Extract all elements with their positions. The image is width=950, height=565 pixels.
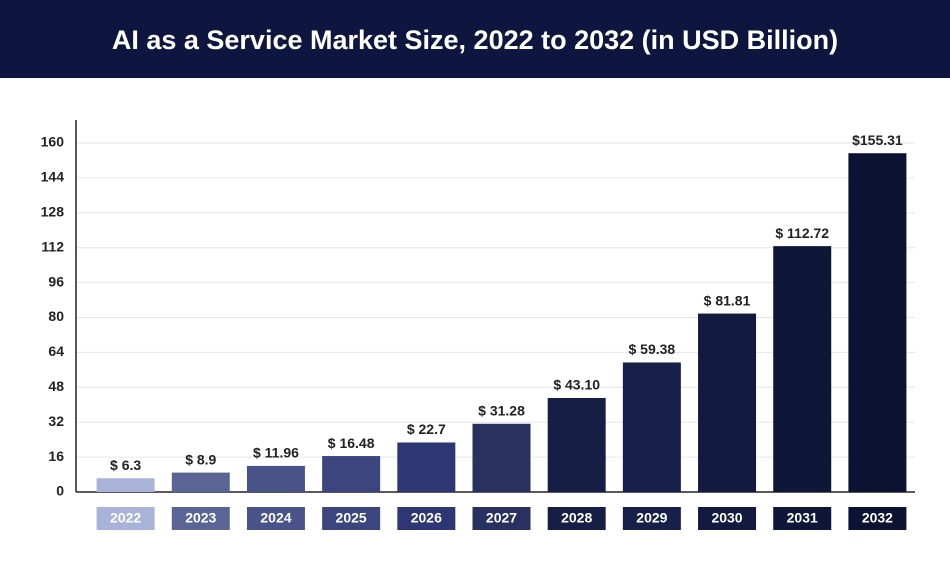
x-tick-label: 2031 xyxy=(787,510,818,526)
value-label: $ 31.28 xyxy=(478,402,525,418)
bar xyxy=(773,246,832,492)
value-label: $ 8.9 xyxy=(185,451,216,467)
x-label-box xyxy=(547,507,606,530)
bar xyxy=(96,478,155,492)
y-tick-label: 128 xyxy=(41,204,65,220)
bar xyxy=(322,456,381,492)
y-tick-label: 0 xyxy=(56,483,64,499)
bar xyxy=(171,472,230,492)
value-label: $155.31 xyxy=(852,132,903,148)
x-tick-label: 2022 xyxy=(110,510,141,526)
y-tick-label: 80 xyxy=(48,308,64,324)
chart-title: AI as a Service Market Size, 2022 to 203… xyxy=(112,25,838,55)
bar xyxy=(397,442,456,492)
x-label-box xyxy=(622,507,681,530)
value-label: $ 112.72 xyxy=(775,225,829,241)
value-label: $ 22.7 xyxy=(407,421,446,437)
bar xyxy=(622,362,681,492)
y-tick-label: 64 xyxy=(48,343,64,359)
x-tick-label: 2027 xyxy=(486,510,517,526)
x-label-box xyxy=(397,507,456,530)
value-label: $ 6.3 xyxy=(110,457,141,473)
y-tick-label: 112 xyxy=(41,238,64,254)
x-label-box xyxy=(96,507,155,530)
x-label-box xyxy=(322,507,381,530)
x-tick-label: 2023 xyxy=(185,510,216,526)
value-label: $ 59.38 xyxy=(629,341,676,357)
x-label-box xyxy=(773,507,832,530)
y-tick-label: 160 xyxy=(41,134,65,150)
bar xyxy=(698,313,757,492)
x-label-box xyxy=(848,507,907,530)
x-label-box xyxy=(698,507,757,530)
value-label: $ 16.48 xyxy=(328,435,375,451)
y-tick-label: 144 xyxy=(41,169,65,185)
header-band xyxy=(0,0,950,78)
value-label: $ 81.81 xyxy=(704,292,751,308)
value-label: $ 43.10 xyxy=(553,377,600,393)
y-tick-label: 16 xyxy=(48,448,64,464)
x-label-box xyxy=(171,507,230,530)
x-tick-label: 2029 xyxy=(636,510,667,526)
y-tick-label: 96 xyxy=(48,273,64,289)
x-tick-label: 2024 xyxy=(260,510,291,526)
x-tick-label: 2026 xyxy=(411,510,442,526)
bar xyxy=(848,153,907,493)
bar xyxy=(472,423,531,492)
x-label-box xyxy=(472,507,531,530)
y-tick-label: 48 xyxy=(48,378,64,394)
x-tick-label: 2028 xyxy=(561,510,592,526)
x-tick-label: 2025 xyxy=(336,510,367,526)
value-label: $ 11.96 xyxy=(253,445,299,461)
bar xyxy=(547,397,606,492)
x-tick-label: 2030 xyxy=(711,510,742,526)
x-label-box xyxy=(246,507,305,530)
x-tick-label: 2032 xyxy=(862,510,893,526)
bar xyxy=(246,465,305,492)
y-tick-label: 32 xyxy=(48,413,64,429)
